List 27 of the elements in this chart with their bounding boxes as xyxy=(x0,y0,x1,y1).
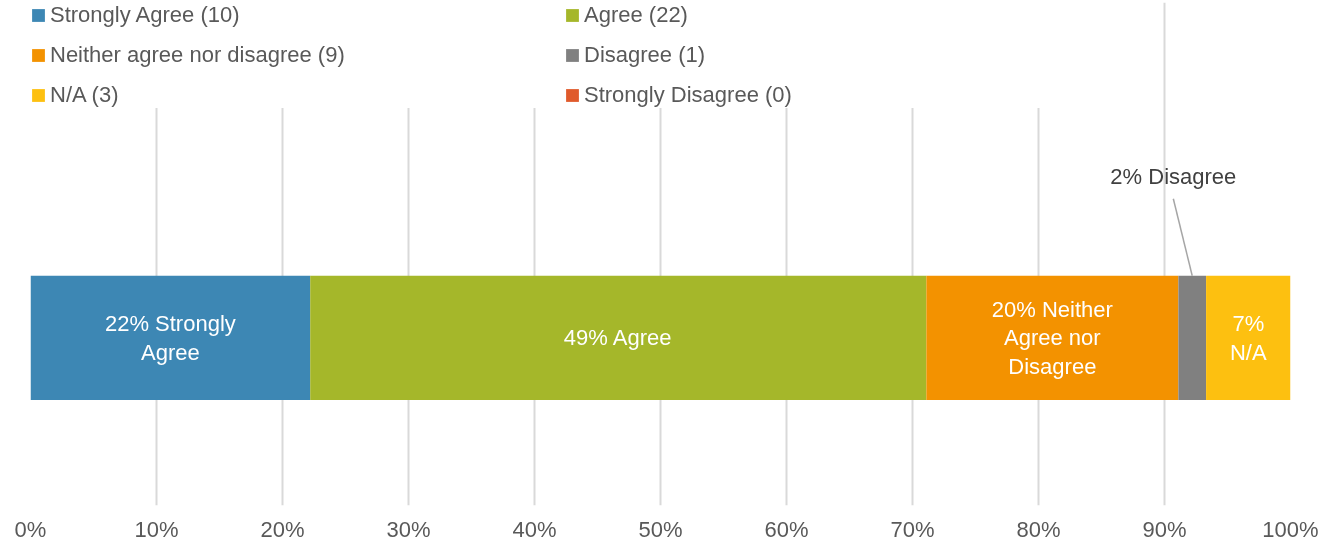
x-tick-label: 100% xyxy=(1262,516,1319,542)
data-label: 22% Strongly Agree xyxy=(104,310,236,365)
x-tick-label: 20% xyxy=(260,516,305,542)
x-tick-label: 90% xyxy=(1142,516,1187,542)
data-label: 20% Neither Agree nor Disagree xyxy=(991,296,1113,380)
data-label: 7% N/A xyxy=(1229,310,1267,365)
bar xyxy=(926,275,1179,400)
legend-label: Neither agree nor disagree (9) xyxy=(50,42,346,68)
bar xyxy=(30,275,311,400)
legend-label: Strongly Agree (10) xyxy=(50,2,241,28)
legend-label: Disagree (1) xyxy=(584,42,707,68)
legend-label: N/A (3) xyxy=(50,82,120,108)
bar xyxy=(1178,275,1207,400)
bar xyxy=(310,275,927,400)
legend-label: Strongly Disagree (0) xyxy=(584,82,793,108)
data-label: 2% Disagree xyxy=(1110,163,1237,189)
x-tick-label: 0% xyxy=(14,516,47,542)
data-label: 49% Agree xyxy=(563,325,672,351)
x-tick-label: 10% xyxy=(134,516,179,542)
x-tick-label: 40% xyxy=(512,516,557,542)
x-tick-label: 30% xyxy=(386,516,431,542)
bar xyxy=(1206,275,1291,400)
x-tick-label: 80% xyxy=(1016,516,1061,542)
legend-label: Agree (22) xyxy=(584,2,689,28)
x-tick-label: 60% xyxy=(764,516,809,542)
x-tick-label: 70% xyxy=(890,516,935,542)
x-tick-label: 50% xyxy=(638,516,683,542)
